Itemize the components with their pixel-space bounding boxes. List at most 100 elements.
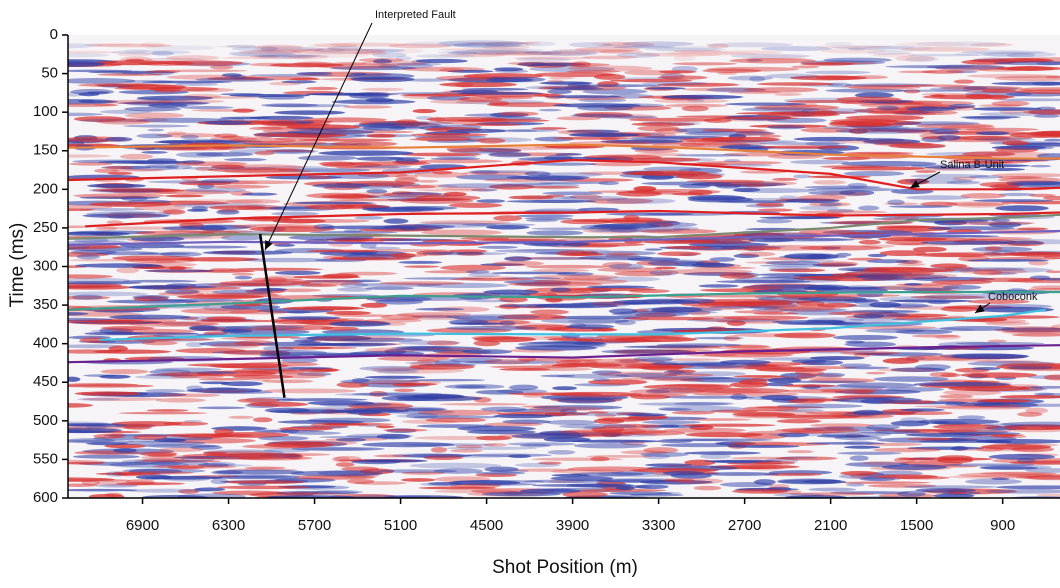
reflector [1007, 65, 1054, 72]
reflector [870, 129, 938, 133]
reflector [351, 192, 395, 197]
y-tick-label: 250 [33, 219, 58, 236]
reflector [413, 415, 499, 419]
reflector [687, 99, 705, 102]
reflector [415, 188, 494, 192]
reflector [716, 163, 773, 167]
reflector [937, 398, 1011, 402]
reflector [228, 50, 296, 57]
reflector [767, 377, 802, 384]
reflector [874, 429, 921, 434]
reflector [216, 209, 240, 215]
reflector [154, 69, 248, 73]
reflector [483, 422, 543, 427]
reflector [396, 48, 424, 54]
reflector [202, 250, 293, 255]
reflector [364, 375, 426, 379]
reflector [377, 356, 450, 362]
reflector [366, 189, 388, 194]
reflector [798, 210, 888, 214]
reflector [538, 108, 562, 112]
reflector [383, 218, 409, 224]
reflector [647, 260, 705, 267]
reflector [662, 471, 705, 476]
reflector [531, 227, 596, 231]
horizon [68, 290, 1060, 311]
reflector [255, 429, 325, 433]
reflector [633, 45, 719, 49]
reflector [210, 478, 229, 485]
reflector [361, 441, 455, 448]
reflector [846, 482, 865, 487]
reflector [679, 438, 774, 442]
reflector [641, 181, 732, 186]
reflector [176, 294, 265, 300]
reflector [890, 367, 946, 373]
reflector [202, 305, 250, 312]
reflector [416, 179, 439, 183]
reflector [294, 475, 376, 480]
reflector [657, 75, 708, 80]
reflector [532, 268, 590, 272]
x-tick-label: 1500 [900, 517, 933, 534]
reflector [208, 283, 297, 287]
reflector [543, 155, 574, 161]
reflector [625, 316, 714, 321]
reflector [982, 267, 1053, 273]
reflector [638, 402, 730, 406]
reflector [359, 365, 425, 372]
reflector [657, 82, 740, 87]
reflector [848, 84, 921, 90]
reflector [732, 412, 796, 417]
reflector [444, 446, 538, 450]
reflector [656, 491, 682, 495]
reflector [599, 49, 643, 54]
reflector [460, 237, 510, 241]
reflector [177, 493, 246, 498]
reflector [900, 46, 990, 52]
reflector [882, 357, 919, 364]
reflector [269, 409, 356, 414]
reflector [640, 240, 718, 244]
reflector [275, 492, 342, 496]
reflector [216, 485, 309, 490]
reflector [845, 388, 884, 392]
reflector [681, 105, 709, 112]
reflector [232, 374, 294, 379]
reflector [727, 75, 774, 81]
reflector [643, 47, 721, 52]
reflector [258, 95, 305, 100]
reflector [724, 301, 753, 306]
reflector [401, 478, 436, 482]
reflector [785, 198, 840, 203]
reflector [888, 205, 953, 208]
reflector [297, 155, 357, 161]
reflector [124, 488, 210, 493]
reflector [565, 324, 615, 330]
reflector [1043, 195, 1060, 201]
y-tick-label: 400 [33, 335, 58, 352]
arrow-head [910, 180, 920, 188]
reflector [842, 310, 917, 313]
reflector [800, 359, 844, 366]
reflector [865, 371, 886, 375]
reflector [950, 446, 968, 451]
reflector [292, 127, 383, 131]
reflector [1026, 130, 1060, 137]
reflector [123, 124, 190, 128]
reflector [248, 378, 272, 382]
reflector [548, 76, 575, 80]
reflector [180, 105, 234, 110]
reflector [935, 405, 1032, 410]
reflector [68, 154, 112, 158]
reflector [159, 447, 205, 453]
reflector [362, 125, 407, 132]
reflector [765, 260, 821, 266]
reflector [506, 199, 597, 203]
reflector [231, 272, 255, 276]
reflector [226, 199, 281, 204]
reflector [86, 424, 107, 430]
reflector [757, 112, 840, 117]
reflector [422, 251, 486, 255]
reflector [538, 181, 609, 185]
